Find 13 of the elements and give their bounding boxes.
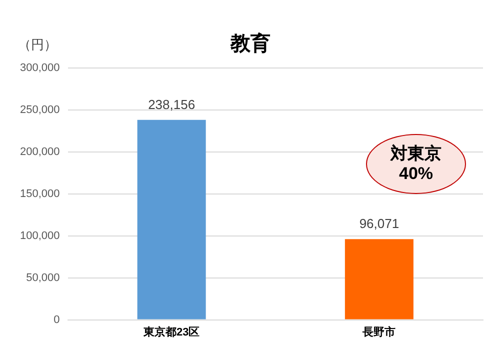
chart-title: 教育 (230, 33, 270, 55)
x-tick-label: 東京都23区 (142, 325, 200, 338)
y-tick-label: 300,000 (20, 62, 60, 74)
y-tick-label: 100,000 (20, 230, 60, 242)
y-tick-label: 250,000 (20, 104, 60, 116)
y-tick-label: 0 (54, 314, 60, 326)
y-tick-label: 150,000 (20, 188, 60, 200)
data-label: 238,156 (148, 96, 196, 112)
y-tick-label: 50,000 (26, 272, 60, 284)
data-label: 96,071 (359, 216, 400, 232)
y-tick-label: 200,000 (20, 146, 60, 158)
x-tick-label: 長野市 (362, 325, 396, 338)
y-axis-title: （円） (18, 36, 57, 54)
